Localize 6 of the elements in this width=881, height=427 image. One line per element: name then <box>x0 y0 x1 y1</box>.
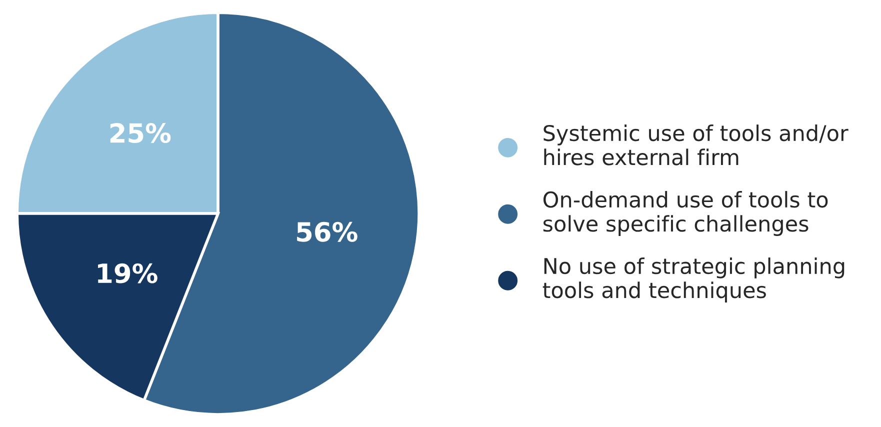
legend-label: No use of strategic planning tools and techniques <box>542 258 844 302</box>
legend-label: On-demand use of tools to solve specific challenges <box>543 191 828 236</box>
data-label: 56% <box>297 222 358 242</box>
legend-label: Systemic use of tools and/or hires external firm <box>544 124 848 166</box>
data-label: 19% <box>98 263 158 284</box>
data-label: 25% <box>110 123 171 144</box>
